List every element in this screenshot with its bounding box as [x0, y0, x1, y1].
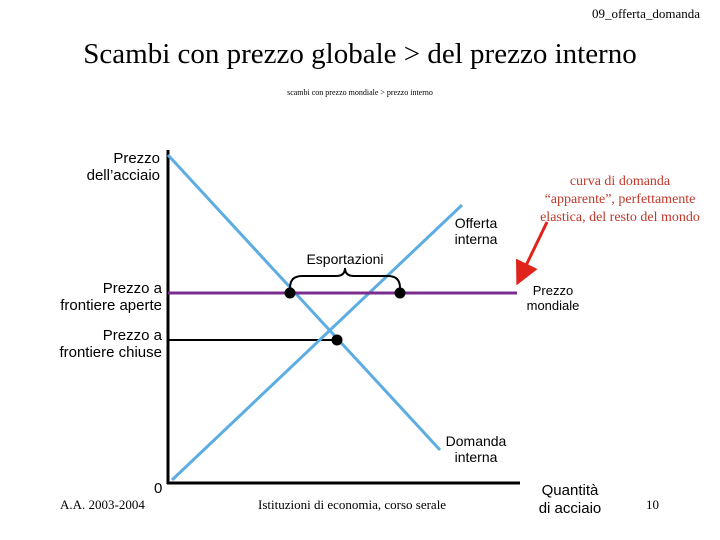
world-price-label-line1: Prezzo [532, 283, 574, 298]
demand-label-line2: interna [454, 449, 498, 465]
annotation-line3: elastica, del resto del mondo [540, 210, 700, 225]
y-axis-label-line1: Prezzo [113, 150, 160, 167]
exports-brace [289, 267, 401, 289]
world-price-label: Prezzo mondiale [515, 283, 591, 313]
supply-at-world-price-point [394, 287, 406, 299]
x-axis-label: Quantità di acciaio [520, 482, 620, 518]
footer-course: Istituzioni di economia, corso serale [258, 497, 447, 512]
demand-at-world-price-point [284, 287, 296, 299]
open-border-price-label: Prezzo a frontiere aperte [20, 280, 162, 314]
x-axis-label-line1: Quantità [541, 482, 599, 499]
annotation-line2: “apparente”, perfettamente [544, 192, 696, 207]
annotation-text: curva di domanda “apparente”, perfettame… [520, 173, 720, 227]
annotation-arrow [516, 221, 549, 286]
x-axis-label-line2: di acciaio [538, 500, 602, 517]
y-axis-label-line2: dell’acciaio [86, 167, 160, 184]
demand-label-line1: Domanda [445, 433, 507, 449]
demand-curve-label: Domanda interna [436, 433, 516, 465]
domestic-demand-curve [166, 153, 442, 452]
slide-title: Scambi con prezzo globale > del prezzo i… [83, 38, 637, 70]
open-price-label-line2: frontiere aperte [60, 297, 162, 314]
footer-academic-year: A.A. 2003-2004 [60, 497, 145, 512]
page-number: 10 [646, 497, 659, 512]
supply-label-line1: Offerta [454, 215, 498, 231]
closed-price-label-line1: Prezzo a [102, 327, 162, 344]
world-price-label-line2: mondiale [526, 298, 580, 313]
slide-header-tag: 09_offerta_domanda [591, 6, 700, 21]
supply-curve-label: Offerta interna [446, 215, 506, 247]
supply-label-line2: interna [454, 231, 498, 247]
domestic-equilibrium-point [331, 334, 343, 346]
origin-label: 0 [154, 480, 163, 497]
closed-border-price-label: Prezzo a frontiere chiuse [20, 327, 162, 361]
slide-subtitle: scambi con prezzo mondiale > prezzo inte… [287, 88, 433, 97]
open-price-label-line1: Prezzo a [102, 280, 162, 297]
exports-label: Esportazioni [306, 251, 384, 267]
annotation-line1: curva di domanda [569, 174, 671, 189]
y-axis-label: Prezzo dell’acciaio [40, 150, 160, 184]
domestic-supply-curve [170, 203, 464, 482]
closed-price-label-line2: frontiere chiuse [59, 344, 162, 361]
